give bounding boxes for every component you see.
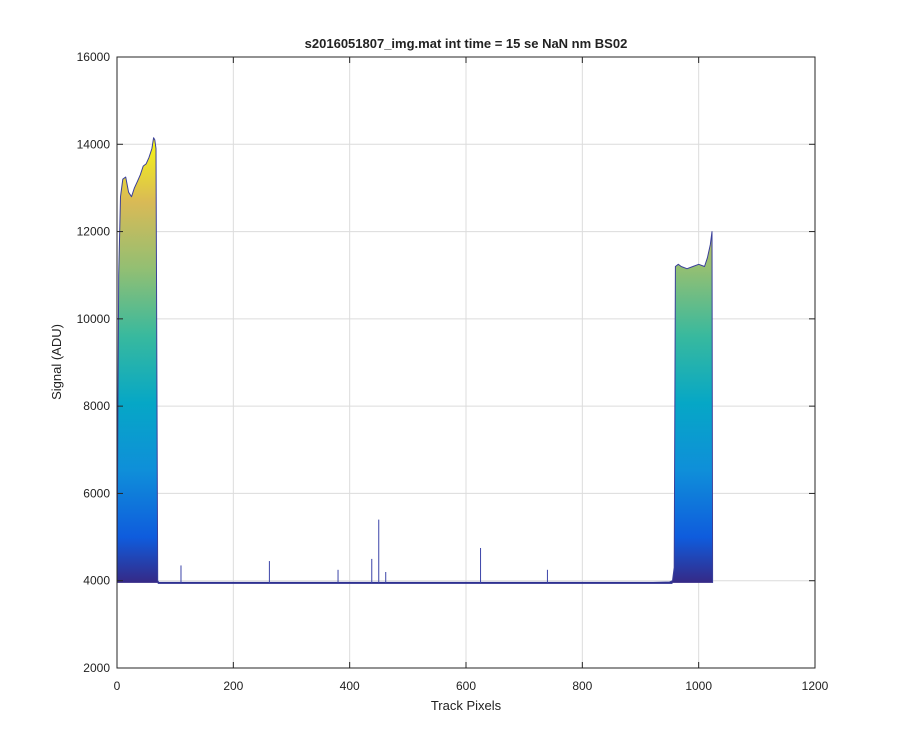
x-tick-label: 1000 [685, 679, 712, 693]
chart-title: s2016051807_img.mat int time = 15 se NaN… [305, 36, 628, 51]
x-tick-label: 0 [114, 679, 121, 693]
y-tick-label: 10000 [77, 312, 111, 326]
y-tick-label: 8000 [83, 399, 110, 413]
x-axis-label: Track Pixels [431, 698, 502, 713]
x-tick-label: 400 [340, 679, 360, 693]
x-tick-label: 1200 [802, 679, 829, 693]
y-tick-label: 6000 [83, 486, 110, 500]
x-tick-label: 600 [456, 679, 476, 693]
x-tick-label: 200 [223, 679, 243, 693]
y-tick-label: 16000 [77, 50, 111, 64]
y-tick-label: 2000 [83, 661, 110, 675]
y-tick-label: 4000 [83, 574, 110, 588]
x-tick-label: 800 [572, 679, 592, 693]
y-axis-label: Signal (ADU) [49, 324, 64, 400]
y-tick-label: 12000 [77, 225, 111, 239]
y-tick-label: 14000 [77, 137, 111, 151]
ticks: 0 200 400 600 800 1000 1200 2000 4000 6000 8000 100… [77, 50, 829, 693]
grid [117, 57, 815, 668]
data-layer [116, 137, 714, 584]
